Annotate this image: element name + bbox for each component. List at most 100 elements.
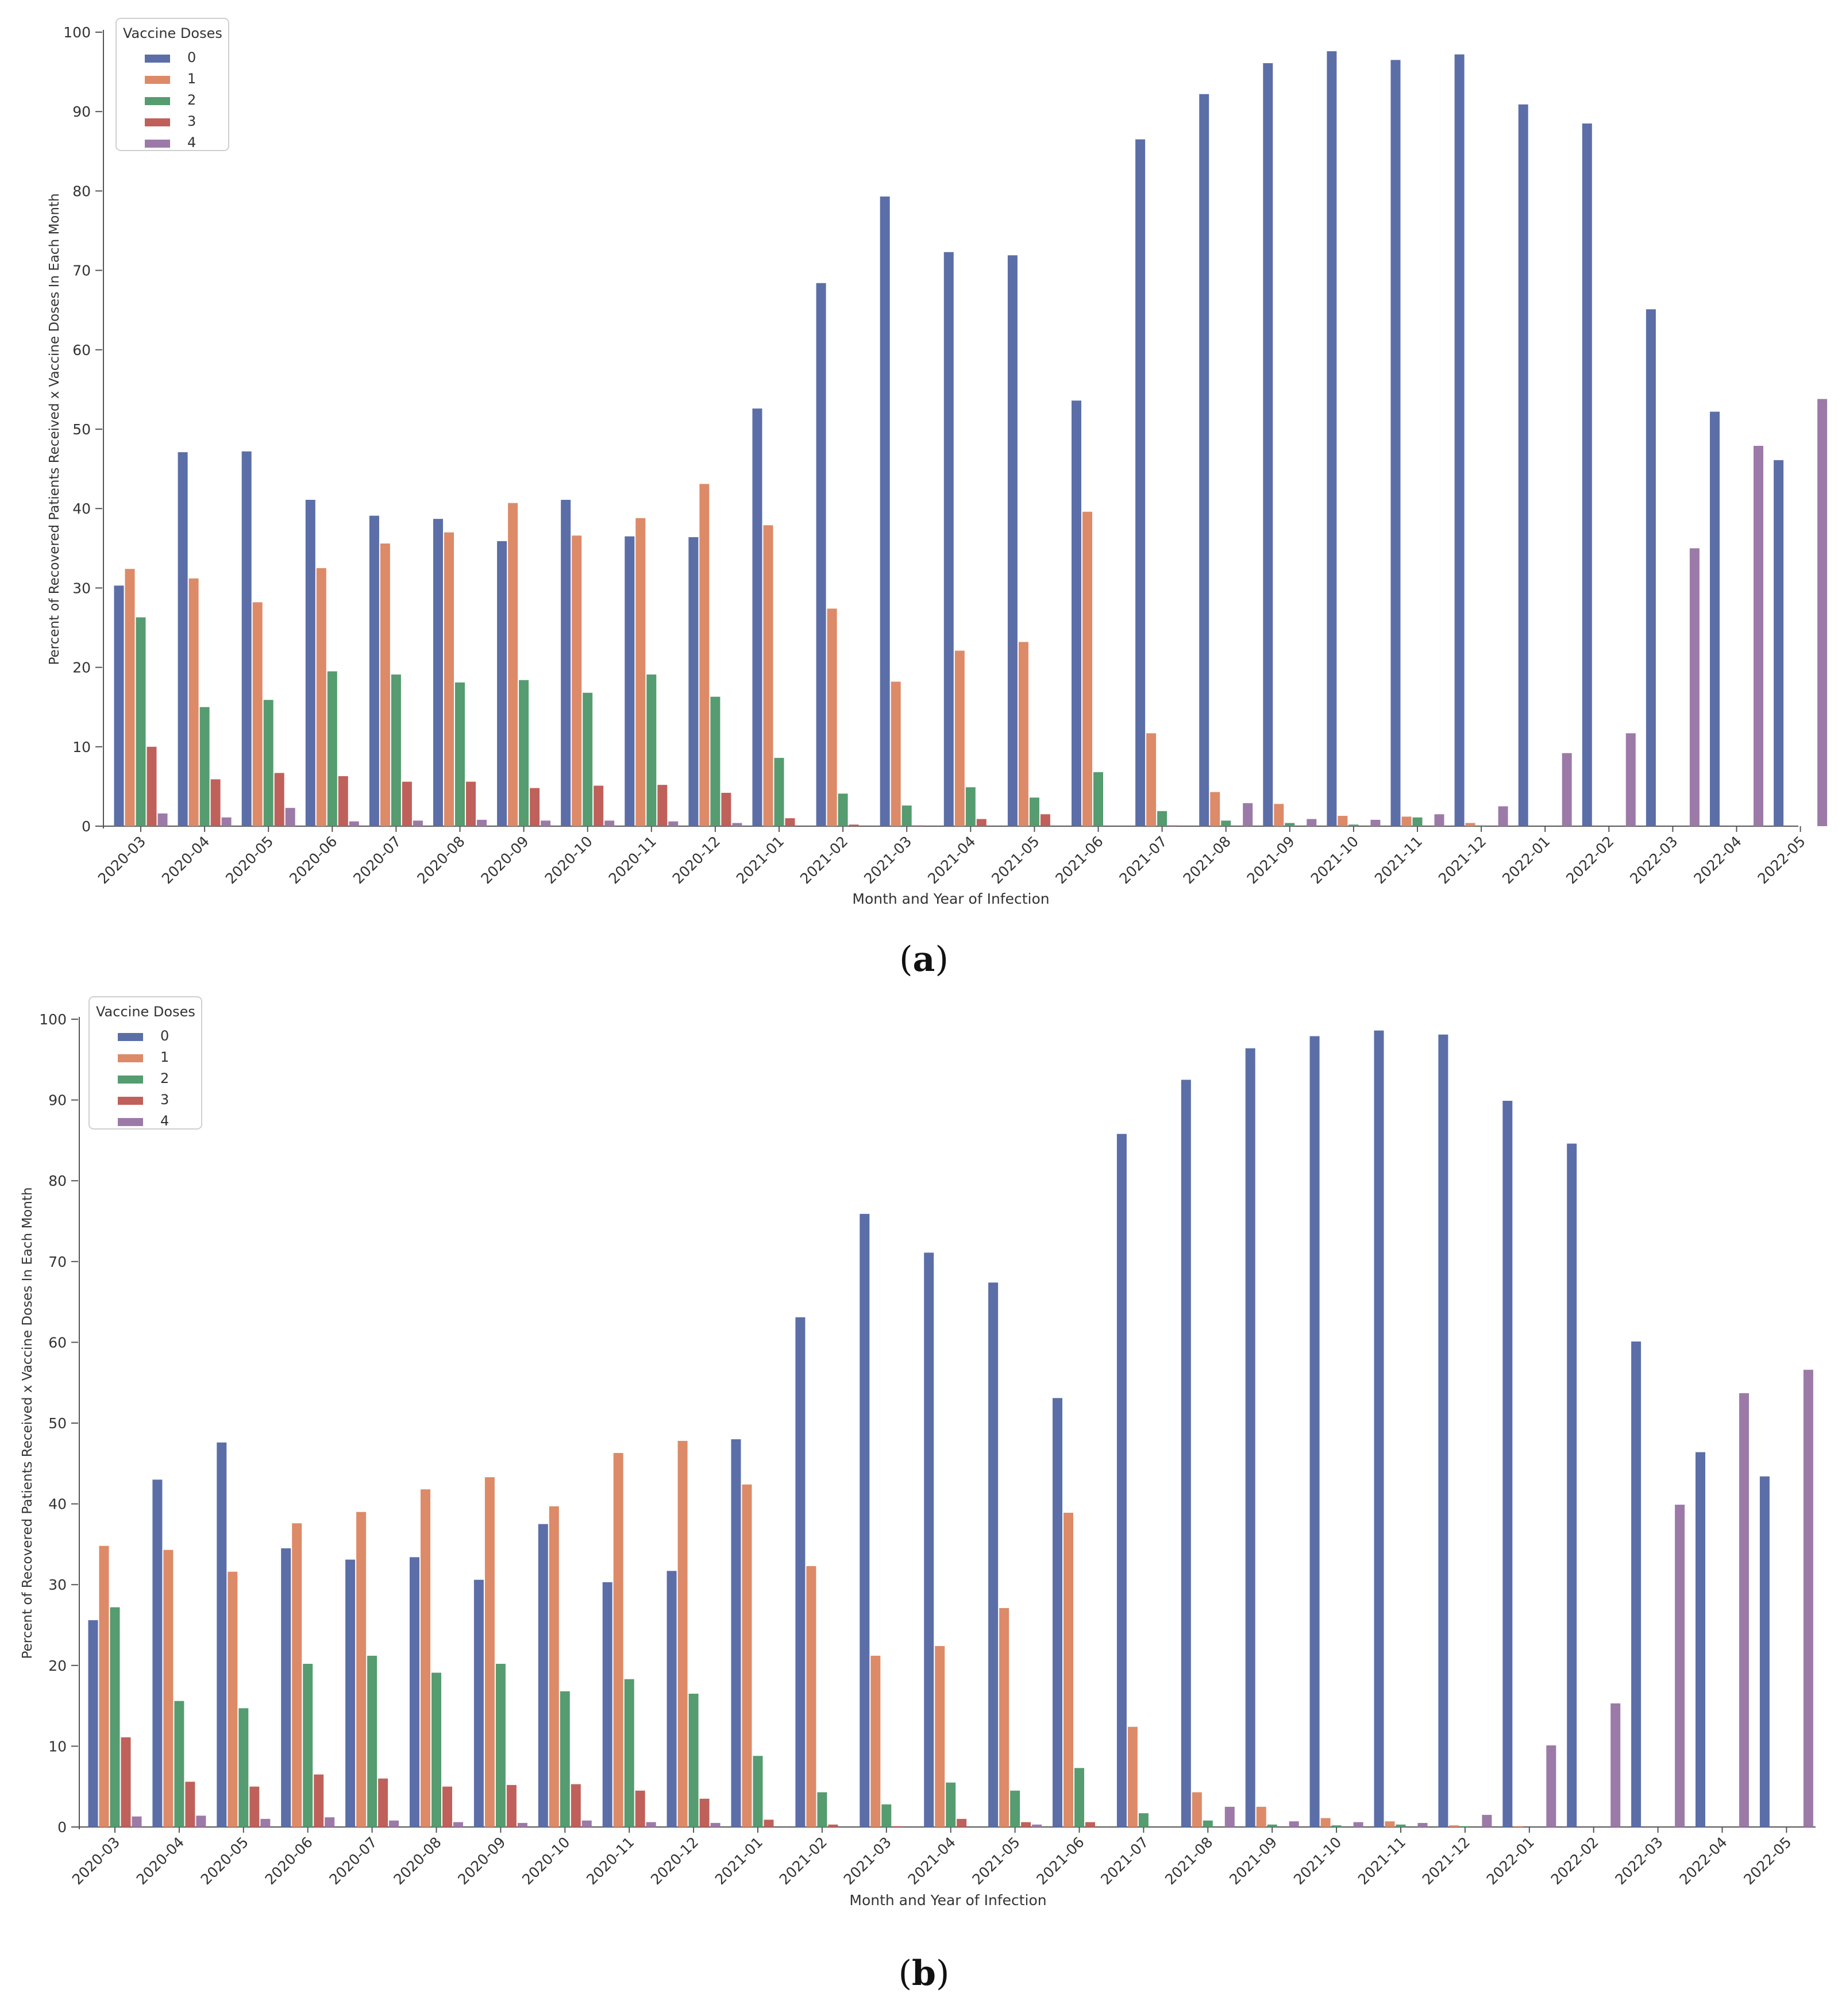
x-tick-label: 2020-04 <box>159 833 213 887</box>
bar-series-2-2021-09 <box>1267 1824 1277 1827</box>
bar-series-3-2020-03 <box>147 746 157 826</box>
bar-series-0-2020-03 <box>114 585 124 826</box>
legend-swatch-1 <box>118 1054 143 1062</box>
bar-series-0-2020-12 <box>666 1571 677 1827</box>
bar-series-2-2021-01 <box>774 758 784 826</box>
bar-series-4-2020-12 <box>732 823 742 826</box>
bar-series-0-2021-07 <box>1116 1134 1127 1827</box>
bar-series-0-2021-06 <box>1072 400 1081 826</box>
bar-series-2-2020-03 <box>136 617 146 826</box>
x-tick-label: 2021-06 <box>1033 1834 1087 1888</box>
legend-entry-0: 0 <box>187 49 196 65</box>
x-tick-label: 2020-09 <box>454 1834 508 1888</box>
bar-series-1-2020-05 <box>228 1571 238 1827</box>
bar-series-4-2022-03 <box>1689 548 1700 826</box>
x-tick-label: 2020-12 <box>669 833 723 887</box>
bar-series-0-2020-06 <box>281 1548 291 1827</box>
bar-series-4-2022-01 <box>1562 753 1572 826</box>
y-tick-label: 10 <box>48 1738 67 1755</box>
bar-series-0-2021-06 <box>1053 1398 1062 1827</box>
x-tick-label: 2021-10 <box>1308 833 1362 887</box>
bar-series-2-2021-03 <box>901 805 912 826</box>
bar-series-1-2020-07 <box>356 1512 367 1827</box>
bar-series-0-2020-06 <box>305 499 315 826</box>
bar-series-3-2020-07 <box>378 1778 388 1827</box>
panel-b: 0 10 20 30 40 50 60 70 80 90 100 2020-03 2020-04 2020… <box>0 988 1838 2016</box>
bar-series-2-2021-04 <box>946 1782 956 1827</box>
y-tick-label: 30 <box>72 580 91 596</box>
panel-a: 0 10 20 30 40 50 60 70 80 90 100 2020-03 2020-04 2020… <box>0 0 1838 1000</box>
bar-series-0-2021-01 <box>752 408 762 826</box>
bar-series-2-2020-04 <box>199 707 210 826</box>
bar-series-3-2020-03 <box>121 1737 131 1827</box>
bar-series-1-2021-07 <box>1127 1726 1138 1827</box>
y-tick-label: 0 <box>82 818 91 835</box>
legend-swatch-4 <box>145 140 170 148</box>
bar-series-4-2021-11 <box>1434 814 1444 826</box>
x-tick-label: 2020-10 <box>542 833 596 887</box>
x-tick-label: 2021-06 <box>1052 833 1106 887</box>
bar-series-2-2020-11 <box>624 1679 634 1827</box>
bar-series-0-2020-09 <box>473 1579 484 1827</box>
bar-series-0-2020-05 <box>217 1442 227 1827</box>
bar-series-2-2021-10 <box>1331 1825 1342 1827</box>
bar-series-1-2021-03 <box>891 681 901 826</box>
legend: Vaccine Doses 0 1 2 3 4 <box>88 996 202 1130</box>
panel-caption-text: (b) <box>899 1953 950 1994</box>
legend-entry-1: 1 <box>160 1049 169 1065</box>
bar-series-2-2021-03 <box>881 1804 892 1827</box>
bar-series-0-2022-02 <box>1567 1143 1577 1827</box>
legend-swatch-4 <box>118 1118 143 1126</box>
bar-series-3-2021-04 <box>976 819 987 826</box>
bar-series-1-2021-02 <box>806 1566 816 1827</box>
bar-series-2-2021-12 <box>1460 1826 1470 1827</box>
bar-series-2-2020-03 <box>110 1607 120 1827</box>
bar-series-3-2020-11 <box>635 1790 645 1827</box>
bar-series-4-2021-08 <box>1224 1806 1235 1827</box>
bar-series-1-2020-10 <box>549 1506 559 1827</box>
bar-series-4-2021-10 <box>1353 1822 1363 1827</box>
bar-series-0-2022-01 <box>1502 1101 1513 1827</box>
bar-series-0-2021-02 <box>816 283 826 826</box>
bar-series-2-2020-09 <box>495 1663 506 1827</box>
legend-entry-1: 1 <box>187 71 196 87</box>
bar-series-4-2022-01 <box>1546 1745 1556 1827</box>
bar-series-3-2021-04 <box>957 1818 967 1827</box>
bar-series-0-2020-03 <box>88 1620 98 1827</box>
x-tick-label: 2021-12 <box>1435 833 1489 887</box>
bar-series-0-2021-08 <box>1181 1080 1191 1827</box>
bar-series-0-2021-09 <box>1245 1048 1255 1827</box>
bar-series-1-2020-12 <box>677 1440 688 1827</box>
bar-series-2-2020-07 <box>391 674 401 826</box>
bar-series-4-2020-08 <box>477 819 487 826</box>
bar-series-0-2020-09 <box>497 541 507 826</box>
bar-series-2-2020-04 <box>174 1701 184 1827</box>
bar-series-2-2020-08 <box>431 1672 441 1827</box>
legend-title: Vaccine Doses <box>123 25 222 41</box>
x-tick-label: 2020-05 <box>198 1834 252 1888</box>
bar-series-1-2021-01 <box>742 1484 752 1827</box>
legend-entry-3: 3 <box>187 113 196 129</box>
bar-series-0-2022-01 <box>1518 104 1528 827</box>
legend-box <box>115 18 229 151</box>
x-tick-label: 2020-03 <box>69 1834 123 1888</box>
panel-caption-text: (a) <box>899 939 949 980</box>
x-tick-label: 2020-10 <box>519 1834 573 1888</box>
bar-series-1-2020-08 <box>421 1489 430 1827</box>
x-tick-label: 2021-05 <box>988 833 1042 887</box>
bar-series-0-2021-01 <box>731 1439 741 1827</box>
legend-swatch-0 <box>145 55 170 63</box>
x-tick-label: 2021-01 <box>712 1834 766 1888</box>
bar-series-3-2020-05 <box>249 1786 260 1827</box>
y-tick-label: 80 <box>48 1173 67 1189</box>
x-tick-label: 2021-08 <box>1180 833 1234 887</box>
y-tick-label: 10 <box>72 739 91 755</box>
y-tick-label: 30 <box>48 1576 67 1593</box>
bar-series-3-2020-08 <box>442 1786 452 1827</box>
bar-series-1-2021-09 <box>1256 1806 1266 1827</box>
bar-series-1-2021-11 <box>1401 816 1412 826</box>
legend-entry-2: 2 <box>160 1070 169 1086</box>
y-tick-label: 20 <box>72 660 91 676</box>
bar-series-2-2020-10 <box>583 692 593 826</box>
